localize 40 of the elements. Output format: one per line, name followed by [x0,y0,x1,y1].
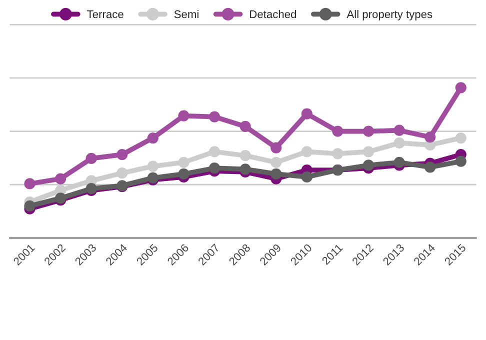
point [270,168,282,180]
point [394,124,405,136]
point [147,160,158,172]
legend-label: Detached [250,10,296,18]
point [270,142,282,154]
point [301,146,312,158]
point [332,148,344,160]
point [24,178,36,190]
point [394,156,405,168]
point [54,173,66,184]
point [178,156,190,168]
point [455,132,466,144]
legend-label: Terrace [87,10,124,18]
point [362,160,374,171]
point [240,164,251,175]
point [178,110,190,122]
point [240,150,251,162]
point [178,168,190,180]
point [455,82,466,94]
point [301,171,312,183]
point [362,126,374,137]
point [86,152,97,164]
point [240,120,251,132]
legend-label: Semi [174,10,198,18]
point [24,200,36,212]
point [208,146,220,158]
point [147,132,158,144]
point [455,156,466,167]
point [301,108,312,120]
point [424,132,436,143]
point [332,126,344,137]
point [394,137,405,149]
point [116,167,128,179]
point [362,146,374,158]
point [208,111,220,122]
point [208,162,220,174]
point [270,156,282,168]
point [116,149,128,160]
point [424,162,436,173]
legend-label: All property types [346,10,432,20]
